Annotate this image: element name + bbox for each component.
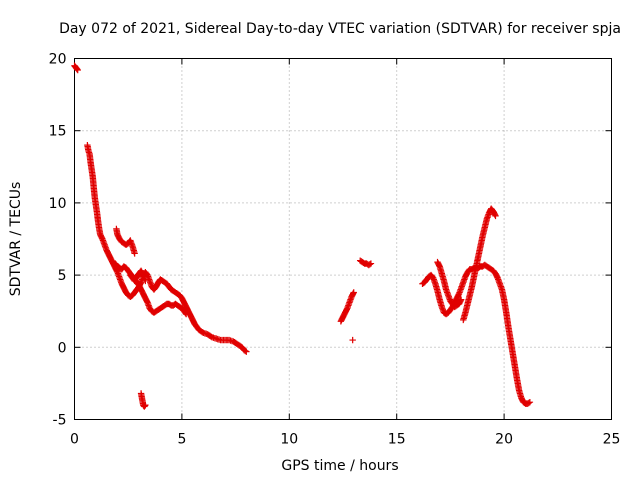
data-series	[71, 62, 534, 410]
data-point	[367, 260, 375, 267]
grid	[74, 58, 612, 420]
data-point	[243, 348, 250, 355]
y-axis-label: SDTVAR / TECUs	[8, 182, 24, 297]
x-tick-label: 15	[388, 432, 406, 448]
data-point	[242, 347, 249, 355]
chart-title: Day 072 of 2021, Sidereal Day-to-day VTE…	[59, 21, 621, 37]
data-point	[492, 212, 499, 220]
y-tick-label: 15	[49, 124, 67, 140]
data-point	[142, 277, 149, 285]
y-tick-label: 20	[49, 52, 67, 68]
x-axis-label: GPS time / hours	[281, 458, 398, 474]
data-point	[350, 289, 357, 296]
plot-frame	[74, 58, 612, 420]
data-point	[74, 66, 81, 74]
y-axis-tick-labels: -5 0 5 10 15 20	[49, 52, 67, 429]
y-tick-label: -5	[53, 413, 67, 429]
data-point	[182, 310, 190, 318]
x-tick-label: 0	[70, 432, 79, 448]
y-tick-label: 5	[58, 268, 67, 284]
data-point	[366, 261, 374, 268]
axis-ticks	[74, 58, 612, 420]
x-tick-label: 25	[603, 432, 621, 448]
data-point	[525, 399, 533, 407]
data-point	[182, 309, 189, 317]
y-tick-label: 10	[49, 196, 67, 212]
x-tick-label: 20	[495, 432, 513, 448]
data-point	[457, 296, 465, 303]
y-tick-label: 0	[58, 340, 67, 356]
x-axis-tick-labels: 0 5 10 15 20 25	[70, 432, 620, 448]
x-tick-label: 10	[280, 432, 298, 448]
data-point	[131, 250, 138, 257]
data-point	[526, 398, 534, 406]
data-point	[142, 401, 149, 409]
x-tick-label: 5	[177, 432, 186, 448]
data-point	[349, 336, 356, 344]
